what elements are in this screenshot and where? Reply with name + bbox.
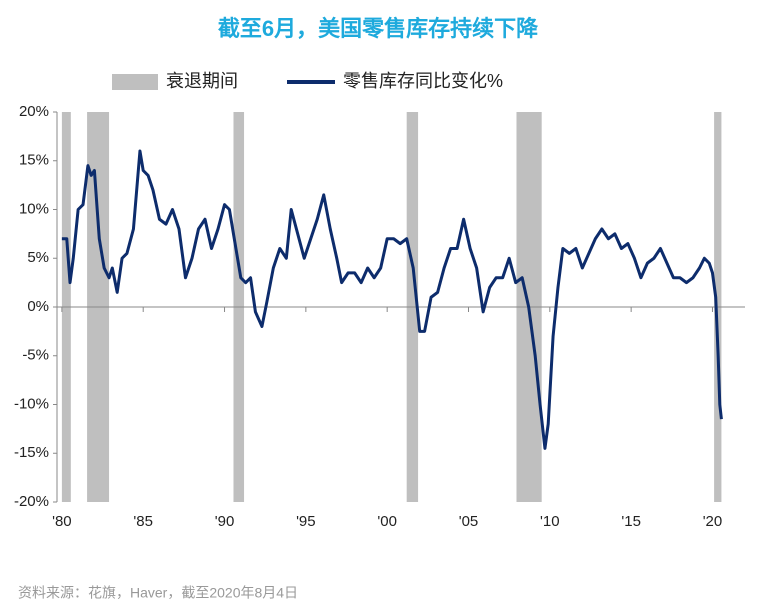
y-tick-label: -5% [22,347,49,364]
x-tick-label: '05 [459,513,479,530]
legend-swatch [112,74,158,90]
x-tick-label: '85 [133,513,153,530]
y-tick-label: 5% [27,249,49,266]
data-line [61,149,723,450]
x-tick-label: '10 [540,513,560,530]
legend-label: 零售库存同比变化% [343,71,503,91]
legend-label: 衰退期间 [166,71,238,91]
y-tick-label: -10% [14,395,49,412]
x-tick-label: '80 [52,513,72,530]
y-tick-label: -20% [14,493,49,510]
y-tick-label: 0% [27,298,49,315]
x-tick-label: '00 [377,513,397,530]
y-tick-label: 15% [19,152,49,169]
y-tick-label: 10% [19,200,49,217]
y-tick-label: 20% [19,103,49,120]
x-tick-label: '15 [621,513,641,530]
x-tick-label: '20 [703,513,723,530]
x-tick-label: '95 [296,513,316,530]
x-tick-label: '90 [215,513,235,530]
chart-title: 截至6月，美国零售库存持续下降 [218,16,539,41]
source-note: 资料来源：花旗，Haver，截至2020年8月4日 [18,585,298,601]
y-tick-label: -15% [14,444,49,461]
